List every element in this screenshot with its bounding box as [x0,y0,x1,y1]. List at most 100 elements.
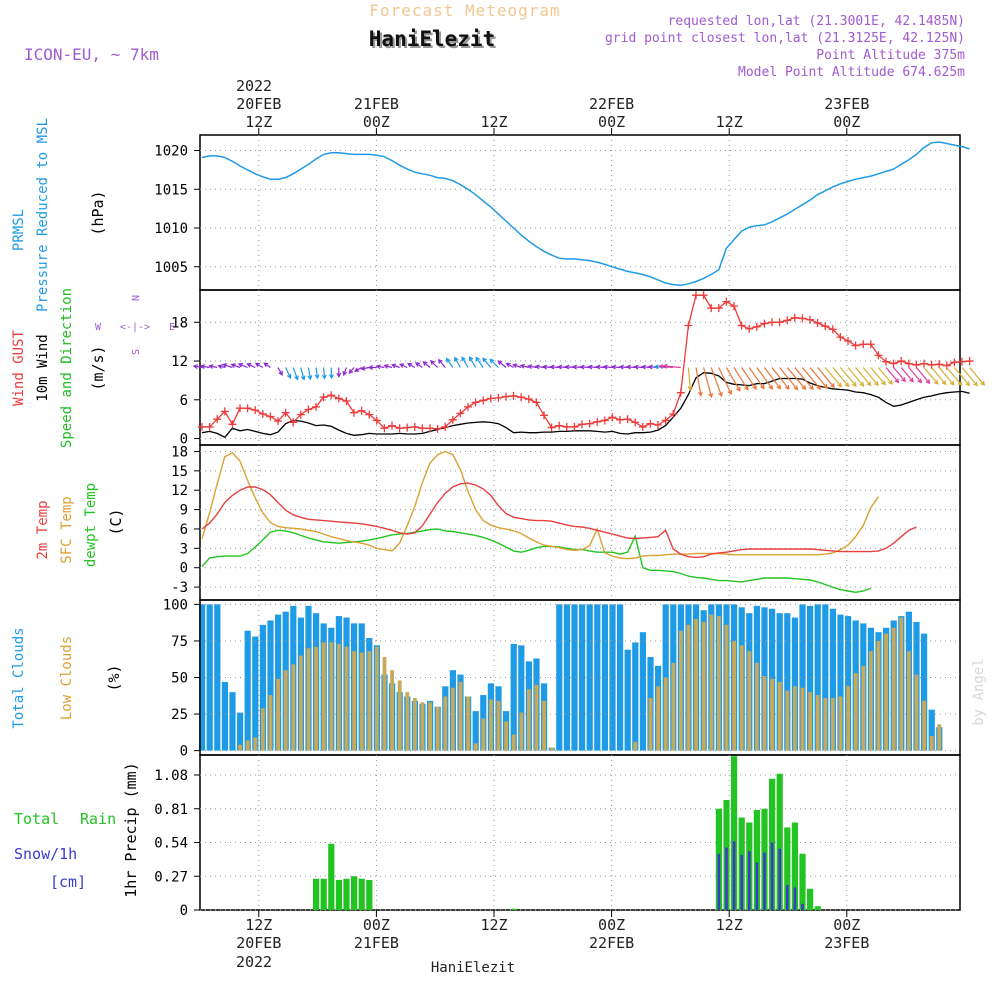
wind-arrow [847,367,865,387]
low-cloud-bar [717,616,721,751]
temp-label-3: dewpt Temp [83,483,99,567]
snow-bar [748,851,751,910]
gust-marker [752,322,761,331]
pressure-ytick-label: 1015 [154,182,188,198]
total-cloud-bar [632,642,639,751]
wind-arrow [468,356,477,368]
wind-arrow [407,363,416,369]
bottom-axis-date: 22FEB [589,934,634,952]
precip-grid [200,755,960,911]
wind-arrow [445,357,454,368]
gust-marker [669,410,678,418]
total-cloud-bar [814,604,821,751]
wind-arrow [710,367,723,398]
gust-marker [494,393,503,402]
gust-marker [213,415,222,424]
wind-arrow [610,364,621,370]
temp-y-ticks: -3 0 3 6 9 12 15 18 [171,444,200,596]
pressure-unit: (hPa) [89,190,107,235]
wind-arrow [900,367,914,383]
precip-total-label: Total [14,810,59,828]
wind-y-ticks: 0 6 12 18 [171,315,200,448]
low-cloud-bar [823,697,828,751]
temp-ytick-label: 12 [171,483,188,499]
gust-marker [684,321,693,330]
gust-marker [334,394,343,403]
wind-arrow [390,363,400,369]
gust-marker [464,402,472,411]
gust-marker [882,357,890,366]
wind-arrow [208,364,218,369]
total-cloud-bar [510,643,517,751]
gust-marker [623,415,632,424]
wind-arrow [414,362,423,368]
low-cloud-bar [534,684,539,751]
temperature-panel: -3 0 3 6 9 12 15 18 2m Temp SFC Temp dewpt Temp… [35,444,961,601]
gust-marker [540,411,548,420]
wind-arrow [422,361,431,368]
gust-marker [236,404,244,413]
low-cloud-bar [732,640,736,751]
wind-arrow [217,364,225,370]
compass-arrows: <-|-> [120,322,150,333]
clouds-ytick-label: 50 [171,671,188,687]
clouds-panel: 0 25 50 75 100 Total Clouds Low Clouds (%) b… [11,597,987,759]
gust-marker [745,324,754,333]
pressure-line [201,141,970,287]
low-cloud-bar [686,624,691,751]
wind-arrow [314,367,320,380]
total-cloud-bar [609,604,616,751]
wind-arrow [489,358,499,368]
gust-marker [958,357,966,366]
wind-gust-markers [198,291,974,433]
compass-south: S [131,349,142,355]
gust-marker [198,422,206,431]
low-cloud-bar [253,737,258,751]
bottom-axis-hour: 12Z [245,916,272,934]
rain-bar [791,822,798,910]
requested-coords: requested lon,lat (21.3001E, 42.1485N) [668,14,965,29]
wind-grid [200,290,960,445]
gust-marker [874,351,883,360]
top-axis-hour: 00Z [363,113,390,131]
wind-arrow [961,367,978,387]
clouds-label-1: Total Clouds [11,627,27,728]
clouds-label-2: Low Clouds [59,636,75,720]
bottom-axis-hour: 12Z [716,916,743,934]
gust-marker [350,408,358,417]
location-title: HaniElezit [371,29,497,53]
gust-marker [426,424,434,433]
low-cloud-bar [489,699,493,751]
watermark: by Angel [971,658,987,725]
temp-unit: (C) [107,508,125,535]
wind-arrow [277,367,283,376]
total-cloud-bar [586,604,593,751]
gust-marker [798,314,807,323]
model-label: ICON-EU, ~ 7km [24,45,159,64]
sfc-temp-line [201,450,879,560]
low-cloud-bar [397,680,402,751]
wind-arrow [375,364,385,370]
gust-marker [266,412,275,421]
gust-marker [251,406,260,415]
low-cloud-bar [922,700,926,751]
gust-marker [904,359,913,368]
gust-marker [631,418,640,427]
total-cloud-bar [784,613,791,751]
rain-bar [320,878,327,910]
rain-bar [313,878,320,910]
gust-marker [661,416,670,425]
gust-marker [600,416,609,425]
wind-arrow [602,364,613,370]
low-cloud-bar [314,646,318,751]
rain-bar [351,876,358,910]
pressure-ytick-label: 1020 [154,144,188,160]
low-cloud-bar [549,747,554,751]
wind-arrow [832,367,850,388]
wind-arrow [703,367,714,399]
low-cloud-bar [321,642,326,751]
wind-arrow [354,366,362,372]
gust-marker [654,420,662,429]
wind-arrow [367,365,377,370]
low-cloud-bar [291,664,296,751]
